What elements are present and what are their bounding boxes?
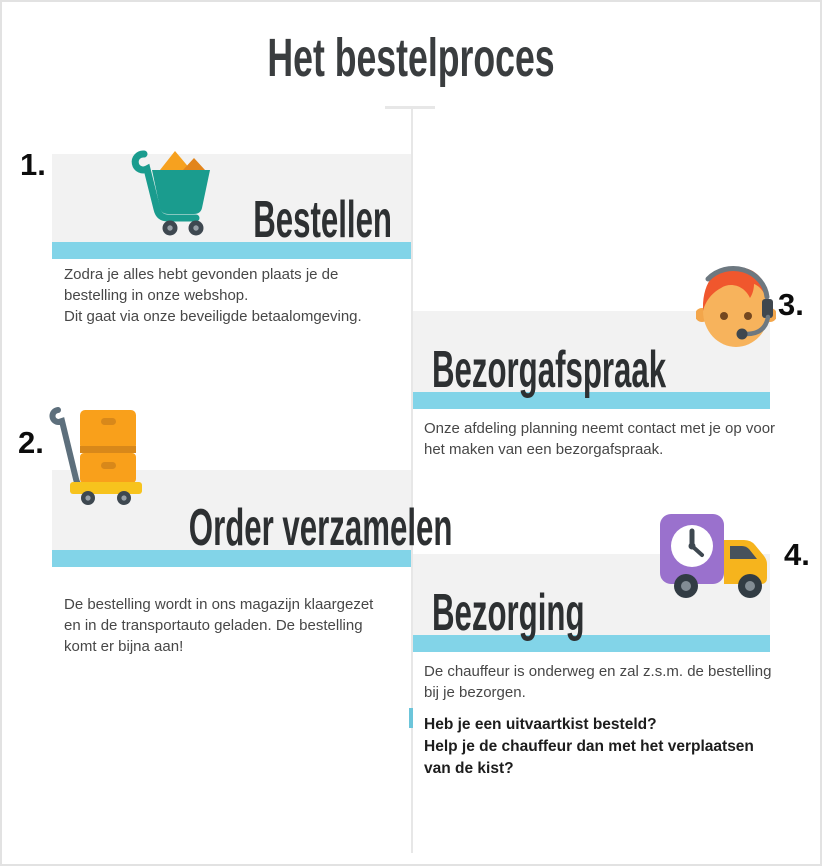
step4-accent-bar	[412, 635, 770, 652]
step3-title: Bezorgafspraak	[432, 341, 667, 399]
step2-accent-bar	[52, 550, 412, 567]
divider-top-cap	[385, 106, 435, 109]
page-title: Het bestelproces	[267, 28, 555, 88]
step3-body-text: Onze afdeling planning neemt contact met…	[424, 420, 776, 458]
divider-teal-tick	[409, 708, 413, 728]
hand-truck-icon	[48, 406, 148, 506]
step3-number: 3.	[778, 287, 804, 322]
step2-title: Order verzamelen	[188, 499, 453, 557]
step4-bold-note: Heb je een uitvaartkist besteld? Help je…	[424, 716, 754, 777]
step1-title: Bestellen	[253, 191, 392, 249]
step4-number: 4.	[784, 537, 810, 572]
step1-panel	[52, 154, 412, 242]
step2-number: 2.	[18, 425, 44, 460]
step1-number: 1.	[20, 147, 46, 182]
delivery-truck-icon	[658, 508, 774, 600]
center-divider-line	[411, 107, 413, 853]
shopping-cart-icon	[130, 148, 222, 236]
headset-agent-icon	[696, 259, 776, 349]
step1-body-text: Zodra je alles hebt gevonden plaats je d…	[64, 266, 362, 325]
step4-title: Bezorging	[432, 584, 585, 642]
step4-body-text: De chauffeur is onderweg en zal z.s.m. d…	[424, 663, 772, 701]
step1-accent-bar	[52, 242, 412, 259]
step2-body-text: De bestelling wordt in ons magazijn klaa…	[64, 596, 374, 655]
step3-accent-bar	[412, 392, 770, 409]
